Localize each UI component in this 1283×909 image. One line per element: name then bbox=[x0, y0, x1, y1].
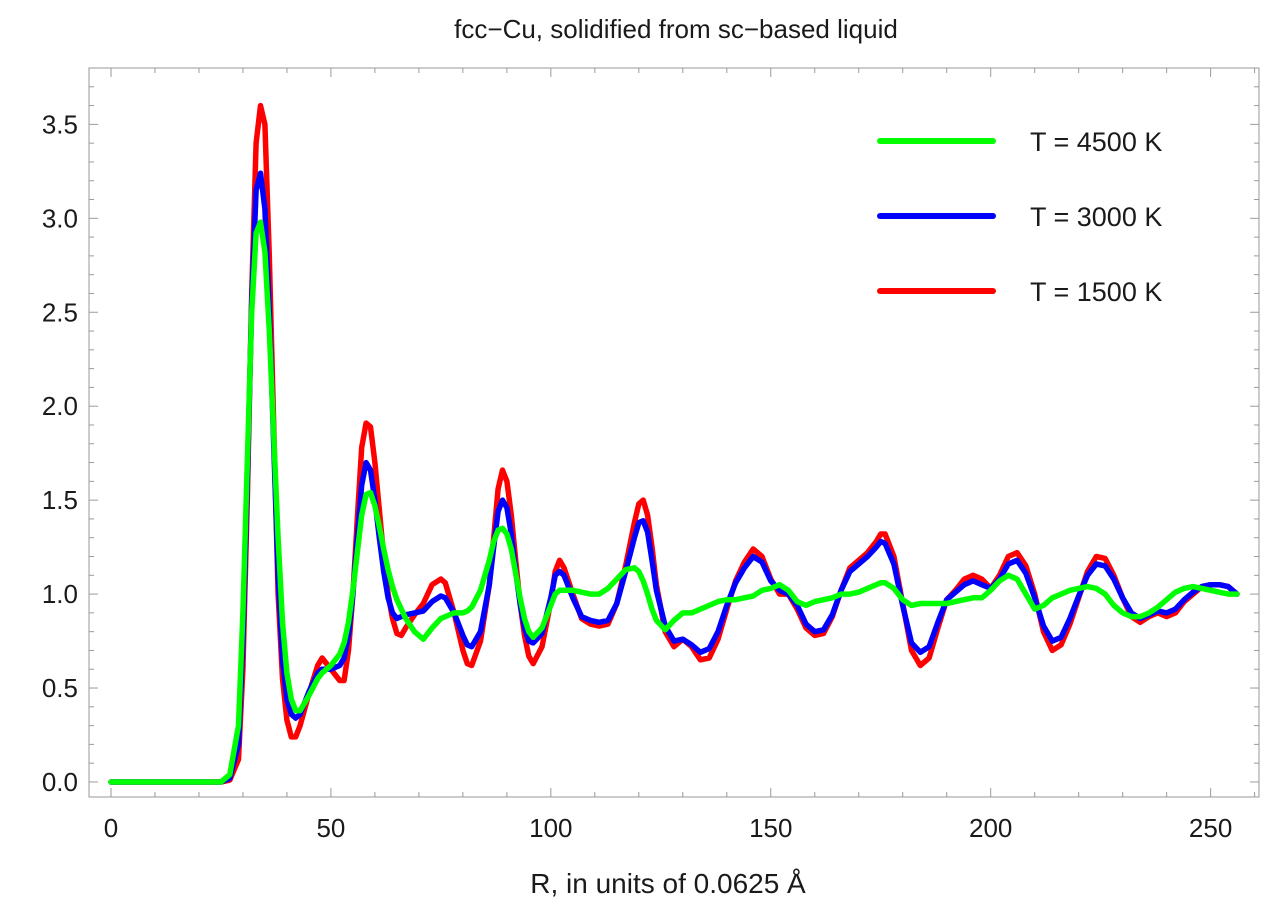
legend-label-t-4500-k: T = 4500 K bbox=[1030, 127, 1162, 157]
legend-label-t-1500-k: T = 1500 K bbox=[1030, 277, 1162, 307]
y-tick-label: 1.5 bbox=[42, 485, 78, 515]
x-tick-label: 150 bbox=[749, 813, 792, 843]
x-axis-label: R, in units of 0.0625 Å bbox=[530, 868, 806, 899]
chart-title: fcc−Cu, solidified from sc−based liquid bbox=[454, 14, 898, 44]
plot-frame bbox=[88, 67, 1260, 798]
x-tick-label: 100 bbox=[529, 813, 572, 843]
y-tick-label: 3.0 bbox=[42, 203, 78, 233]
y-tick-label: 1.0 bbox=[42, 579, 78, 609]
x-tick-label: 0 bbox=[104, 813, 118, 843]
x-tick-label: 250 bbox=[1189, 813, 1232, 843]
series-line-t-4500-k bbox=[108, 219, 1240, 785]
legend: T = 4500 K T = 3000 K T = 1500 K bbox=[877, 127, 1162, 307]
series-line-t-3000-k bbox=[108, 170, 1240, 785]
y-axis-ticks: 0.0 0.5 1.0 1.5 2.0 2.5 3.0 3.5 bbox=[42, 86, 1259, 797]
x-axis-ticks: 0 50 100 150 200 250 bbox=[104, 68, 1256, 843]
x-tick-label: 50 bbox=[316, 813, 345, 843]
axes-frame bbox=[88, 67, 1260, 798]
y-tick-label: 0.0 bbox=[42, 767, 78, 797]
y-tick-label: 2.0 bbox=[42, 391, 78, 421]
legend-label-t-3000-k: T = 3000 K bbox=[1030, 202, 1162, 232]
x-tick-label: 200 bbox=[969, 813, 1012, 843]
plot-lines bbox=[108, 102, 1240, 785]
y-tick-label: 2.5 bbox=[42, 297, 78, 327]
y-tick-label: 3.5 bbox=[42, 109, 78, 139]
y-tick-label: 0.5 bbox=[42, 673, 78, 703]
